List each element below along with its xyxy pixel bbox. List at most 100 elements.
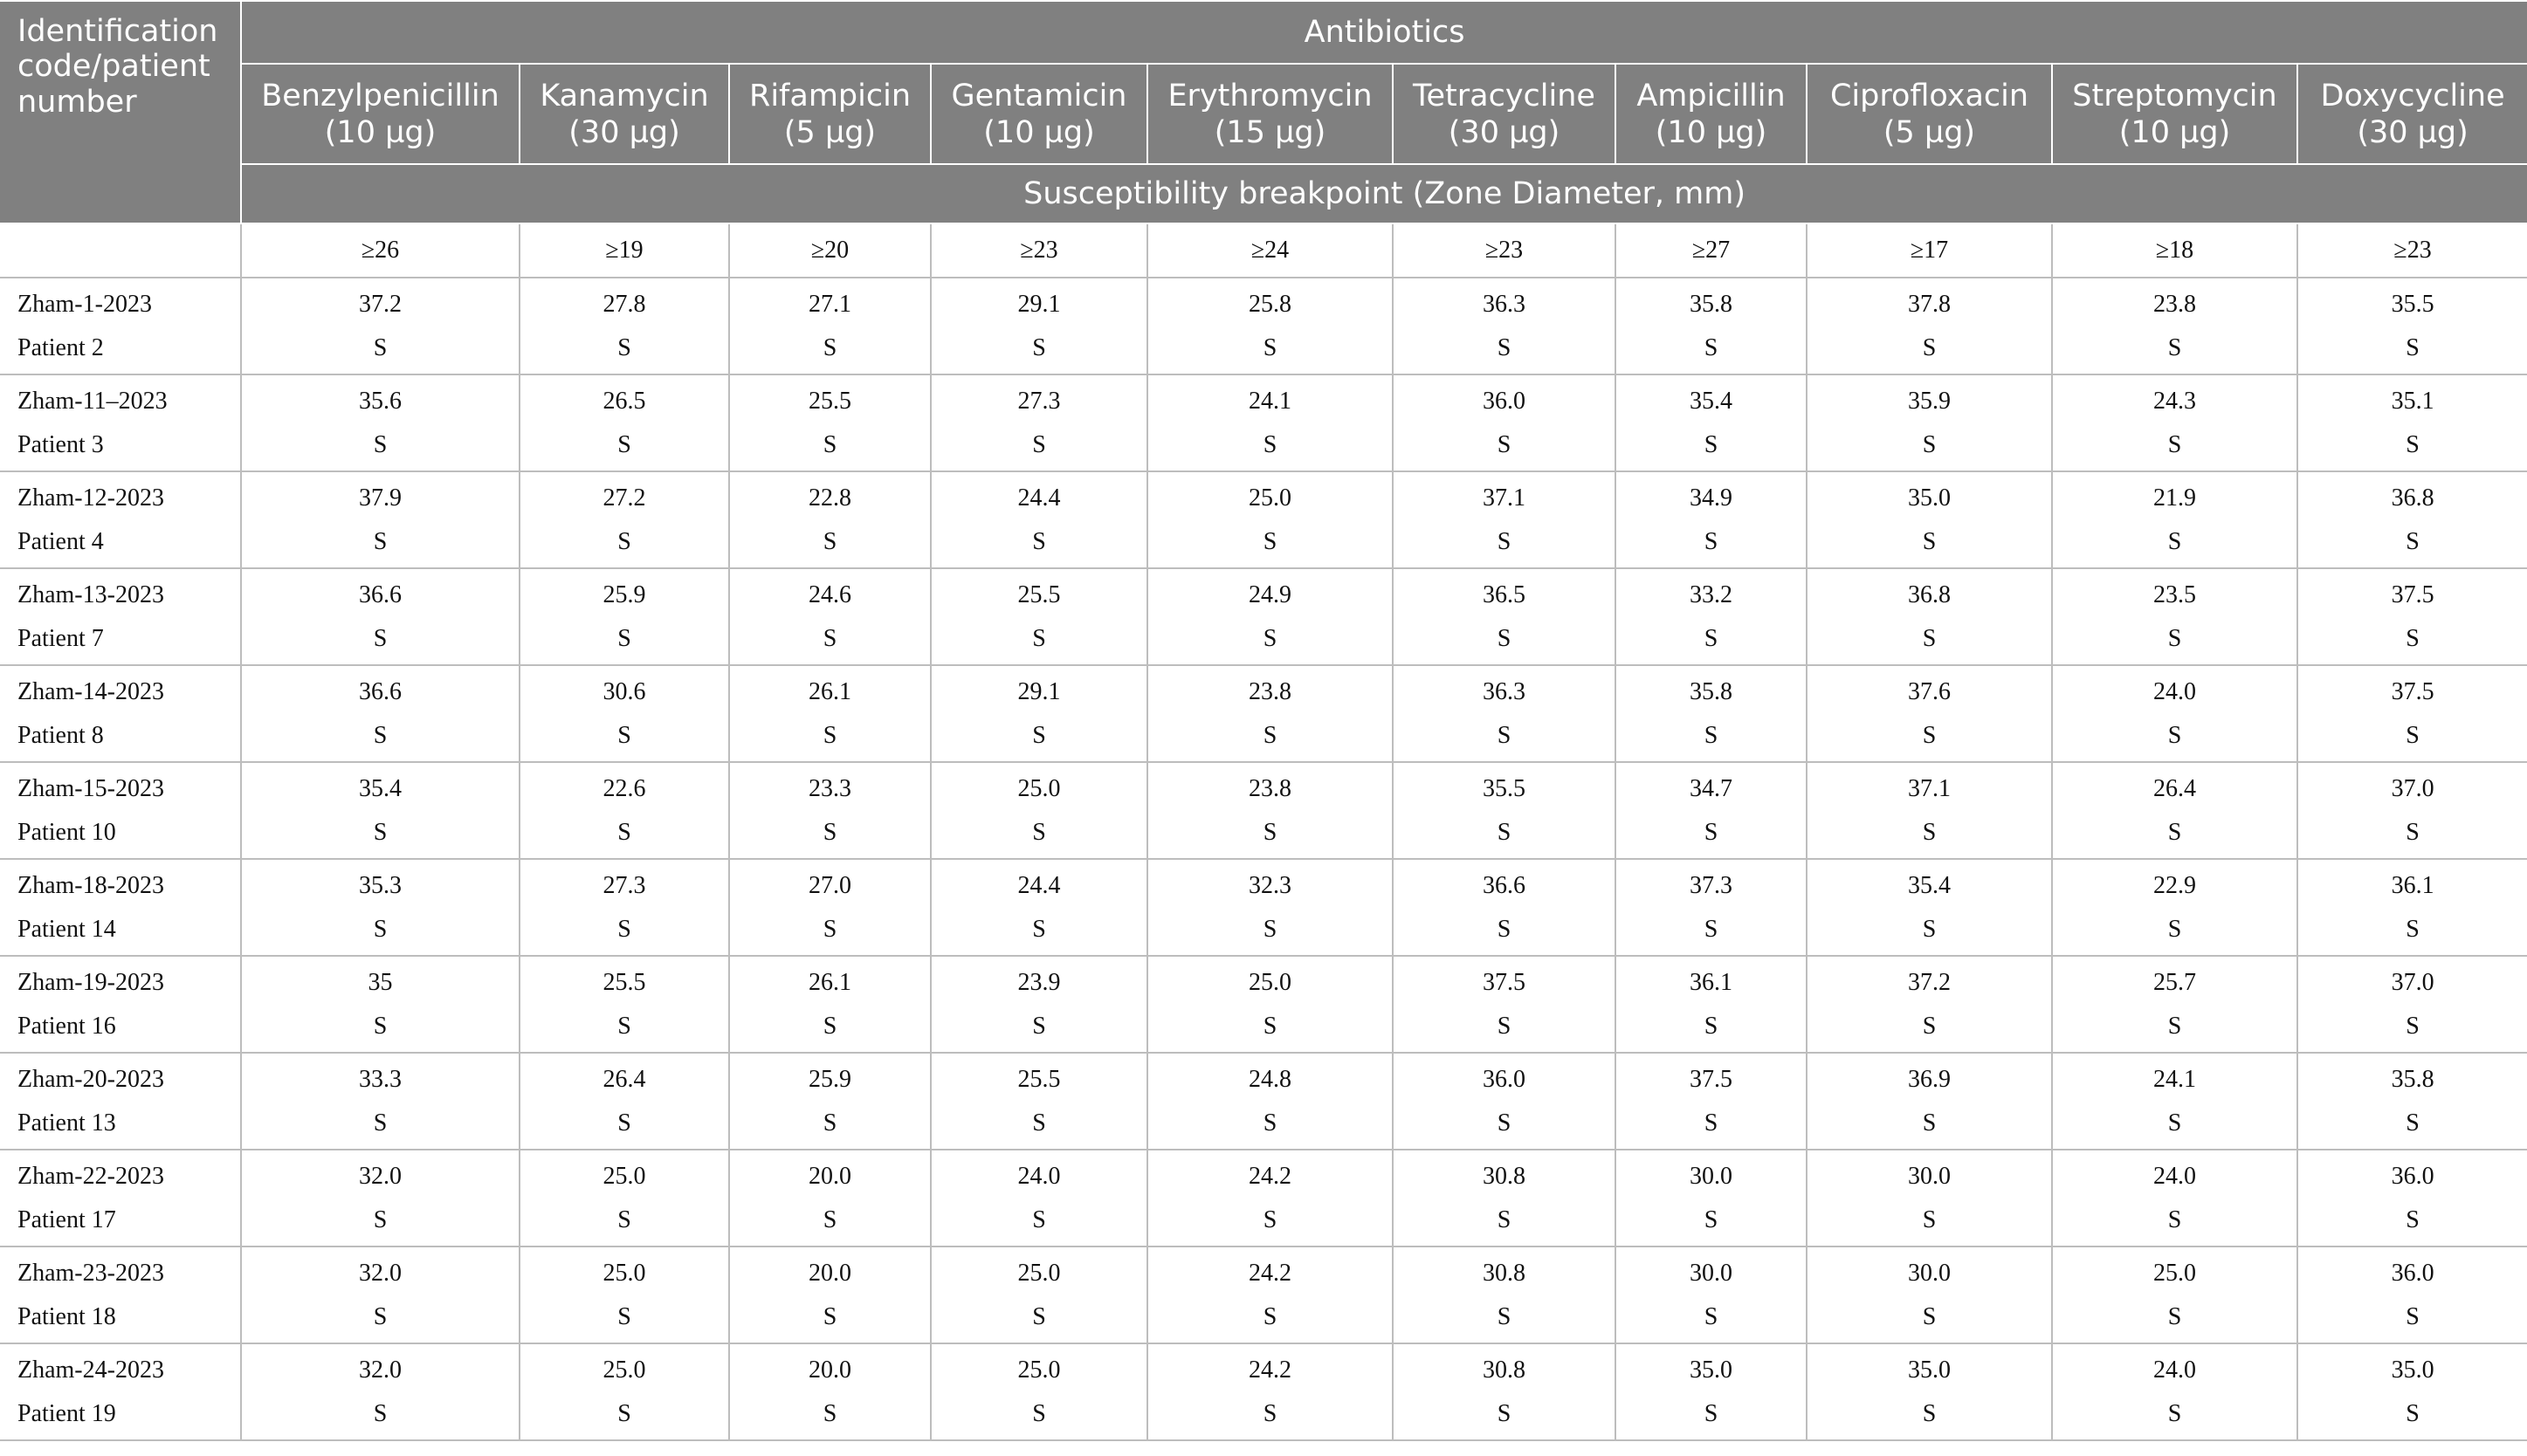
susceptibility-result: S <box>1922 1205 1937 1233</box>
isolate-id-cell: Zham-13-2023 Patient 7 <box>0 567 242 666</box>
zone-diameter-value: 25.8 <box>1249 290 1291 318</box>
susceptibility-result: S <box>1704 818 1718 846</box>
zone-diameter-value: 36.3 <box>1483 290 1525 318</box>
susceptibility-result: S <box>1922 1302 1937 1330</box>
zone-diameter-value: 37.2 <box>1908 968 1951 996</box>
susceptibility-result: S <box>2406 1302 2420 1330</box>
zone-cell: 25.0 S <box>519 1149 730 1247</box>
zone-cell: 37.0 S <box>2296 955 2527 1054</box>
zone-diameter-value: 36.6 <box>359 677 402 705</box>
zone-diameter-value: 36.0 <box>2391 1259 2434 1287</box>
susceptibility-result: S <box>1263 333 1277 361</box>
susceptibility-result: S <box>823 430 837 458</box>
zone-diameter-value: 23.3 <box>809 774 851 802</box>
zone-cell: 25.7 S <box>2051 955 2298 1054</box>
susceptibility-result: S <box>617 818 631 846</box>
susceptibility-result: S <box>1497 1205 1511 1233</box>
susceptibility-result: S <box>1704 527 1718 555</box>
zone-cell: 35.9 S <box>1806 374 2053 472</box>
zone-diameter-value: 23.9 <box>1017 968 1061 996</box>
susceptibility-result: S <box>1922 527 1937 555</box>
susceptibility-result: S <box>617 1399 631 1427</box>
zone-cell: 35.6 S <box>240 374 520 472</box>
isolate-code: Zham-18-2023 <box>17 871 164 899</box>
zone-diameter-value: 35.6 <box>359 387 402 415</box>
zone-cell: 27.3 S <box>930 374 1148 472</box>
zone-cell: 22.6 S <box>519 761 730 860</box>
zone-cell: 25.0 S <box>930 761 1148 860</box>
zone-cell: 27.0 S <box>728 858 932 957</box>
breakpoint-empty-cell <box>0 223 242 278</box>
zone-diameter-value: 36.6 <box>359 580 402 608</box>
susceptibility-result: S <box>2167 333 2182 361</box>
zone-cell: 29.1 S <box>930 277 1148 375</box>
susceptibility-result: S <box>2167 1302 2182 1330</box>
zone-cell: 34.7 S <box>1615 761 1807 860</box>
zone-diameter-value: 37.5 <box>2391 677 2434 705</box>
zone-diameter-value: 25.5 <box>809 387 851 415</box>
zone-cell: 24.2 S <box>1146 1343 1394 1441</box>
susceptibility-result: S <box>1032 818 1046 846</box>
susceptibility-result: S <box>617 1012 631 1040</box>
zone-cell: 25.5 S <box>519 955 730 1054</box>
zone-cell: 36.8 S <box>1806 567 2053 666</box>
table-row: Zham-11–2023 Patient 3 35.6 S 26.5 S 25.5 S 27.3… <box>0 374 2527 472</box>
zone-diameter-value: 30.0 <box>1690 1259 1732 1287</box>
zone-cell: 30.0 S <box>1806 1246 2053 1344</box>
susceptibility-result: S <box>2406 624 2420 652</box>
zone-cell: 27.8 S <box>519 277 730 375</box>
patient-number: Patient 17 <box>17 1205 116 1233</box>
zone-diameter-value: 36.0 <box>2391 1162 2434 1190</box>
zone-diameter-value: 26.1 <box>809 677 851 705</box>
zone-cell: 36.6 S <box>240 567 520 666</box>
zone-cell: 25.0 S <box>2051 1246 2298 1344</box>
antibiotic-header: Ampicillin (10 µg) <box>1615 63 1807 165</box>
susceptibility-result: S <box>1032 915 1046 943</box>
zone-cell: 24.0 S <box>2051 1343 2298 1441</box>
zone-diameter-value: 35.1 <box>2391 387 2434 415</box>
zone-diameter-value: 37.9 <box>359 484 402 512</box>
susceptibility-result: S <box>1263 1302 1277 1330</box>
table-row: Zham-19-2023 Patient 16 35 S 25.5 S 26.1 S 23.9 S… <box>0 955 2527 1054</box>
zone-diameter-value: 25.5 <box>1017 580 1061 608</box>
zone-cell: 25.9 S <box>728 1052 932 1150</box>
zone-diameter-value: 35.8 <box>1690 290 1732 318</box>
susceptibility-result: S <box>1263 527 1277 555</box>
susceptibility-result: S <box>1032 1302 1046 1330</box>
zone-diameter-value: 21.9 <box>2153 484 2196 512</box>
patient-number: Patient 13 <box>17 1109 116 1137</box>
susceptibility-result: S <box>2167 430 2182 458</box>
zone-diameter-value: 25.0 <box>602 1259 646 1287</box>
zone-cell: 24.4 S <box>930 470 1148 569</box>
zone-cell: 37.1 S <box>1392 470 1616 569</box>
antibiotic-name: Kanamycin <box>540 78 709 113</box>
zone-cell: 25.0 S <box>1146 470 1394 569</box>
susceptibility-result: S <box>1922 1109 1937 1137</box>
zone-diameter-value: 30.8 <box>1483 1162 1525 1190</box>
antibiotic-dose: (5 µg) <box>1883 114 1976 150</box>
zone-diameter-value: 35.0 <box>1690 1356 1732 1384</box>
zone-cell: 27.3 S <box>519 858 730 957</box>
zone-cell: 32.0 S <box>240 1149 520 1247</box>
susceptibility-result: S <box>2167 1012 2182 1040</box>
zone-cell: 36.3 S <box>1392 664 1616 763</box>
breakpoint-cell: ≥19 <box>519 223 730 278</box>
susceptibility-result: S <box>1704 721 1718 749</box>
antibiotic-dose: (10 µg) <box>2118 114 2231 150</box>
patient-number: Patient 8 <box>17 721 104 749</box>
zone-diameter-value: 36.5 <box>1483 580 1525 608</box>
breakpoint-cell: ≥24 <box>1146 223 1394 278</box>
susceptibility-result: S <box>373 1109 388 1137</box>
zone-cell: 37.8 S <box>1806 277 2053 375</box>
isolate-id-cell: Zham-11–2023 Patient 3 <box>0 374 242 472</box>
zone-diameter-value: 36.8 <box>1908 580 1951 608</box>
susceptibility-result: S <box>2406 1205 2420 1233</box>
table-row: Zham-14-2023 Patient 8 36.6 S 30.6 S 26.1 S 29.1… <box>0 664 2527 763</box>
zone-cell: 36.0 S <box>2296 1246 2527 1344</box>
zone-cell: 26.4 S <box>519 1052 730 1150</box>
zone-cell: 30.8 S <box>1392 1246 1616 1344</box>
susceptibility-result: S <box>1263 1399 1277 1427</box>
susceptibility-result: S <box>823 624 837 652</box>
susceptibility-result: S <box>823 1109 837 1137</box>
zone-diameter-value: 37.6 <box>1908 677 1951 705</box>
